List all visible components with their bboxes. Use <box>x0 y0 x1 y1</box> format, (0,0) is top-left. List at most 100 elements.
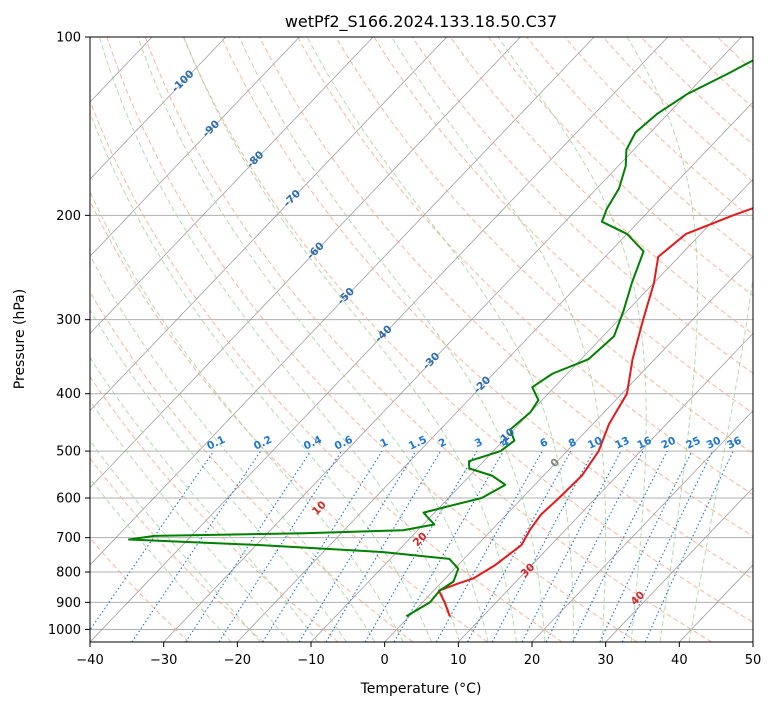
isotherm-label: 40 <box>628 589 647 608</box>
y-axis-label: Pressure (hPa) <box>12 289 28 389</box>
dry-adiabat-line <box>526 37 753 258</box>
moist-adiabat-line <box>183 37 517 642</box>
isotherm-line <box>90 37 595 566</box>
y-tick-label: 600 <box>56 492 81 507</box>
isotherm-line <box>752 641 753 642</box>
x-tick-label: −40 <box>76 653 103 668</box>
x-tick-label: −30 <box>150 653 177 668</box>
dry-adiabat-line <box>373 37 753 414</box>
plot-frame <box>89 36 754 643</box>
x-tick-label: 20 <box>524 653 541 668</box>
mixing-ratio-line <box>298 450 417 642</box>
x-tick-label: 40 <box>671 653 688 668</box>
mixing-ratio-label: 1 <box>378 436 390 450</box>
y-tick-label: 500 <box>56 445 81 460</box>
mixing-ratio-line <box>644 450 734 642</box>
x-tick-label: 50 <box>745 653 762 668</box>
isotherm-line <box>679 564 753 642</box>
isotherm-line <box>237 101 753 642</box>
mixing-ratio-label: 10 <box>586 435 604 452</box>
mixing-ratio-label: 3 <box>473 436 485 450</box>
mixing-ratio-label: 30 <box>705 435 723 452</box>
mixing-ratio-label: 16 <box>635 435 653 452</box>
mixing-ratio-label: 25 <box>684 435 702 452</box>
y-tick-label: 200 <box>56 209 81 224</box>
mixing-ratio-label: 4 <box>499 436 511 450</box>
mixing-ratio-label: 2 <box>437 436 449 450</box>
moist-adiabat-line <box>391 37 607 642</box>
moist-adiabat-line <box>90 111 432 642</box>
moist-adiabat-line <box>90 190 404 642</box>
mixing-ratio-line <box>131 450 262 642</box>
mixing-ratio-label: 0.4 <box>302 434 324 453</box>
moist-adiabat-line <box>626 37 699 642</box>
mixing-ratio-line <box>545 450 644 642</box>
mixing-ratio-line <box>364 450 478 642</box>
dry-adiabat-line <box>220 37 753 580</box>
isotherm-line <box>90 37 374 335</box>
dry-adiabat-line <box>106 37 638 642</box>
dry-adiabat-line <box>259 37 753 537</box>
mixing-ratio-line <box>325 450 442 642</box>
mixing-ratio-line <box>90 450 215 631</box>
isotherm-line <box>90 37 521 489</box>
moist-adiabat-line <box>497 37 647 642</box>
mixing-ratio-label: 6 <box>538 436 550 450</box>
moist-adiabat-line <box>98 37 461 642</box>
y-tick-label: 1000 <box>48 623 81 638</box>
mixing-ratio-line <box>599 450 693 642</box>
mixing-ratio-label: 20 <box>659 435 677 452</box>
dry-adiabat-line <box>449 37 753 335</box>
mixing-ratio-label: 1.5 <box>407 434 429 453</box>
mixing-ratio-label: 0.6 <box>333 434 355 453</box>
moist-adiabat-line <box>90 308 347 642</box>
moist-adiabat-line <box>90 439 261 642</box>
temperature-trace <box>437 207 753 617</box>
dry-adiabat-line <box>335 37 753 455</box>
isotherm-line <box>90 37 448 412</box>
y-tick-label: 100 <box>56 31 81 46</box>
mixing-ratio-line <box>435 450 543 642</box>
moist-adiabat-line <box>238 37 546 642</box>
mixing-ratio-line <box>521 450 622 642</box>
mixing-ratio-label: 13 <box>613 435 631 452</box>
dry-adiabat-line <box>488 37 753 297</box>
x-axis-label: Temperature (°C) <box>360 681 482 697</box>
isotherm-line <box>310 178 753 642</box>
x-tick-label: −20 <box>224 653 251 668</box>
isotherm-line <box>0 37 5 642</box>
isotherm-line <box>90 37 227 180</box>
mixing-ratio-label: 0.1 <box>205 434 227 453</box>
dry-adiabat-line <box>90 537 190 642</box>
isotherm-line <box>458 332 753 642</box>
isotherm-label: 30 <box>519 561 538 580</box>
y-tick-label: 800 <box>56 566 81 581</box>
mixing-ratio-line <box>621 450 713 642</box>
dry-adiabat-line <box>756 37 775 642</box>
dry-adiabat-line <box>411 37 753 374</box>
mixing-ratio-label: 0.2 <box>252 434 274 453</box>
moist-adiabat-line <box>688 37 753 642</box>
dry-adiabat-line <box>144 37 712 642</box>
dry-adiabat-line <box>90 200 488 642</box>
dry-adiabat-line <box>678 37 753 109</box>
mixing-ratio-line <box>572 450 668 642</box>
dry-adiabat-line <box>717 37 753 72</box>
x-tick-label: 30 <box>597 653 614 668</box>
x-tick-label: 10 <box>450 653 467 668</box>
x-tick-label: −10 <box>297 653 324 668</box>
isotherm-line <box>163 37 742 642</box>
moist-adiabat-line <box>306 37 575 642</box>
dry-adiabat-line <box>90 290 414 642</box>
x-tick-label: 0 <box>381 653 389 668</box>
y-tick-label: 400 <box>56 387 81 402</box>
isotherm-line <box>605 487 753 642</box>
isotherm-label: 20 <box>411 530 430 549</box>
dry-adiabat-line <box>564 37 753 220</box>
isotherm-line <box>531 410 753 642</box>
dry-adiabat-line <box>182 37 753 623</box>
y-tick-label: 300 <box>56 313 81 328</box>
dry-adiabat-line <box>90 99 563 642</box>
